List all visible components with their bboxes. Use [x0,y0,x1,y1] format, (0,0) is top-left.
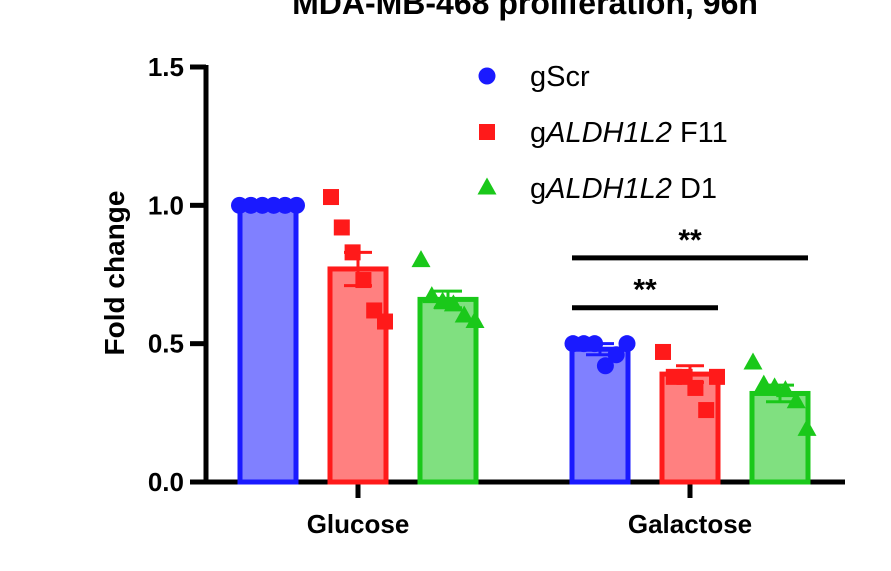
data-point [465,310,485,328]
data-point [411,250,431,268]
significance-label: ** [678,224,702,257]
legend-label-part: g [530,117,546,149]
legend-label: gALDH1L2 F11 [530,117,728,149]
data-point [709,368,725,385]
legend-marker [478,67,496,85]
legend-marker [477,177,497,195]
data-point [288,196,305,214]
y-axis-label: Fold change [99,191,130,356]
data-point [775,380,795,398]
bar [417,296,479,485]
chart-title: MDA-MB-468 proliferation, 96h [292,0,758,21]
y-tick-label: 1.0 [148,190,184,220]
legend-label: gALDH1L2 D1 [530,173,717,205]
data-points [231,189,817,436]
data-point [786,391,806,409]
legend-label-part: ALDH1L2 [544,173,672,205]
data-point [698,402,715,419]
data-point [377,313,393,330]
data-point [687,379,704,396]
axes: 0.0 0.5 1.0 1.5 Glucose Galactose [148,52,845,539]
x-tick-label: Galactose [628,509,752,539]
y-tick-label: 0.0 [148,467,184,497]
legend-label-part: g [530,173,546,205]
data-point [618,335,636,353]
significance-label: ** [633,274,657,307]
data-point [586,335,604,353]
bars [237,202,811,485]
data-point [765,377,785,395]
bar [237,202,299,485]
y-tick-label: 1.5 [148,52,184,82]
data-point [754,374,774,392]
legend-label-part: F11 [672,117,728,149]
data-point [333,219,350,236]
legend-label-part: ALDH1L2 [544,117,672,149]
data-point [323,189,339,206]
legend-label: gScr [530,61,590,93]
significance-annotations: ** ** [572,224,808,311]
data-point [797,418,817,436]
bar [327,266,389,485]
x-tick-label: Glucose [307,509,410,539]
data-point [743,352,763,370]
y-tick-label: 0.5 [148,329,184,359]
data-point [433,291,453,309]
data-point [596,357,614,375]
error-bars [344,250,794,404]
legend-marker [479,124,495,140]
data-point [655,343,671,360]
data-point [355,272,372,289]
data-point [454,305,474,323]
data-point [344,244,361,261]
data-point [422,286,442,304]
legend-label-part: D1 [672,173,717,205]
data-point [443,294,463,312]
data-point [607,346,625,364]
